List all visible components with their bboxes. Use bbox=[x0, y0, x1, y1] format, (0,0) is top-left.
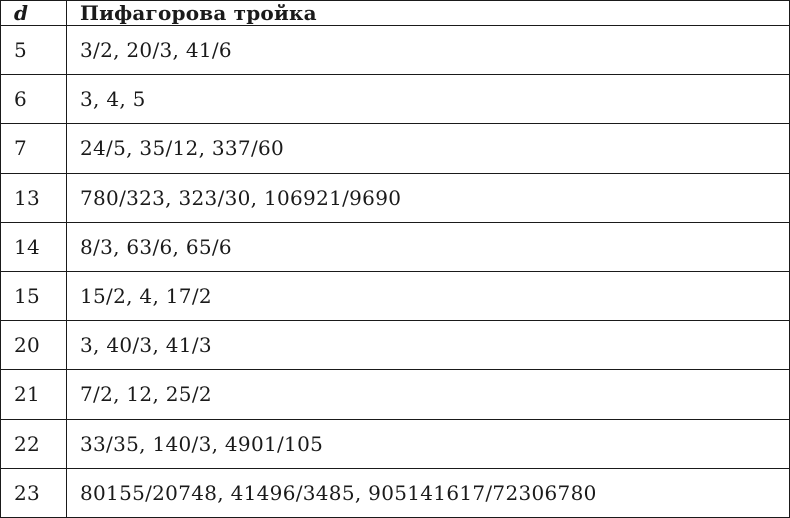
triple-cell: 7/2, 12, 25/2 bbox=[66, 369, 790, 420]
triple-cell: 3, 4, 5 bbox=[66, 74, 790, 125]
triple-cell: 80155/20748, 41496/3485, 905141617/72306… bbox=[66, 467, 790, 518]
triple-cell: 3, 40/3, 41/3 bbox=[66, 320, 790, 371]
d-cell: 5 bbox=[0, 24, 67, 76]
d-cell: 15 bbox=[0, 270, 67, 322]
d-cell: 20 bbox=[0, 320, 67, 371]
table-row: 15 15/2, 4, 17/2 bbox=[0, 270, 790, 322]
table-row: 5 3/2, 20/3, 41/6 bbox=[0, 24, 790, 76]
table-row: 7 24/5, 35/12, 337/60 bbox=[0, 123, 790, 174]
triple-cell: 780/323, 323/30, 106921/9690 bbox=[66, 172, 790, 223]
table-row: 23 80155/20748, 41496/3485, 905141617/72… bbox=[0, 467, 790, 518]
triple-cell: 33/35, 140/3, 4901/105 bbox=[66, 418, 790, 469]
d-cell: 14 bbox=[0, 221, 67, 272]
table-row: 6 3, 4, 5 bbox=[0, 74, 790, 125]
d-header-cell: d bbox=[0, 0, 67, 26]
d-cell: 13 bbox=[0, 172, 67, 223]
table-row: 13 780/323, 323/30, 106921/9690 bbox=[0, 172, 790, 223]
d-cell: 22 bbox=[0, 418, 67, 469]
table-row: 21 7/2, 12, 25/2 bbox=[0, 369, 790, 420]
d-cell: 21 bbox=[0, 369, 67, 420]
triple-cell: 3/2, 20/3, 41/6 bbox=[66, 24, 790, 76]
table-row: 20 3, 40/3, 41/3 bbox=[0, 320, 790, 371]
triple-cell: 8/3, 63/6, 65/6 bbox=[66, 221, 790, 272]
header-row: d Пифагорова тройка bbox=[0, 0, 790, 26]
table-row: 14 8/3, 63/6, 65/6 bbox=[0, 221, 790, 272]
triple-header-cell: Пифагорова тройка bbox=[66, 0, 790, 26]
table-row: 22 33/35, 140/3, 4901/105 bbox=[0, 418, 790, 469]
d-cell: 6 bbox=[0, 74, 67, 125]
triple-cell: 15/2, 4, 17/2 bbox=[66, 270, 790, 322]
d-cell: 23 bbox=[0, 467, 67, 518]
d-cell: 7 bbox=[0, 123, 67, 174]
triple-cell: 24/5, 35/12, 337/60 bbox=[66, 123, 790, 174]
